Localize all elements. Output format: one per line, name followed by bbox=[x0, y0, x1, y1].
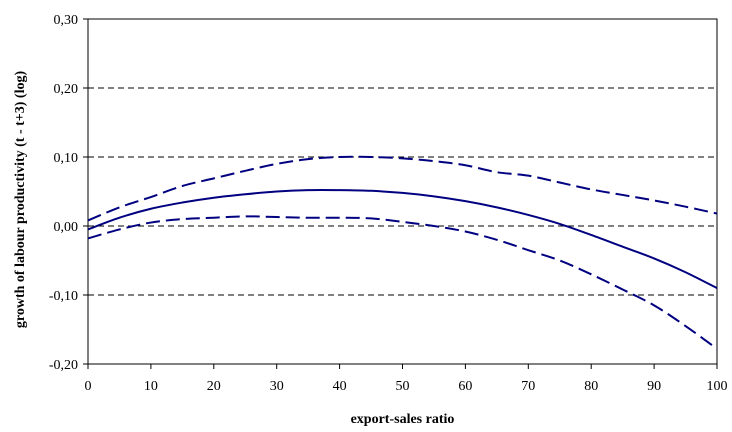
x-tick-label: 10 bbox=[144, 379, 158, 394]
y-tick-labels: -0,20 -0,10 0,00 0,10 0,20 0,30 bbox=[49, 13, 78, 373]
plot-area-frame bbox=[87, 18, 718, 365]
grid-lines bbox=[88, 18, 717, 296]
y-tick-label: 0,20 bbox=[54, 82, 79, 97]
x-tick-label: 70 bbox=[521, 379, 535, 394]
estimate-line bbox=[87, 188, 718, 289]
confidence-band-line-1 bbox=[87, 155, 718, 222]
x-tick-label: 30 bbox=[270, 379, 284, 394]
y-tick-label: -0,20 bbox=[49, 358, 78, 373]
series-lines bbox=[87, 155, 718, 350]
x-tick-label: 90 bbox=[647, 379, 661, 394]
y-tick-label: 0,00 bbox=[54, 220, 79, 235]
x-tick-label: 50 bbox=[396, 379, 410, 394]
y-axis-title: growth of labour productivity (t - t+3) … bbox=[13, 71, 28, 329]
confidence-band-line-2 bbox=[87, 215, 718, 350]
x-tick-label: 40 bbox=[333, 379, 347, 394]
x-tick-label: 80 bbox=[584, 379, 598, 394]
y-tick-label: 0,30 bbox=[54, 13, 79, 28]
y-tick-label: -0,10 bbox=[49, 289, 78, 304]
x-tick-label: 60 bbox=[458, 379, 472, 394]
x-tick-label: 100 bbox=[707, 379, 728, 394]
x-tick-label: 20 bbox=[207, 379, 221, 394]
x-tick-labels: 0 10 20 30 40 50 60 70 80 90 100 bbox=[85, 379, 728, 394]
x-axis-title: export-sales ratio bbox=[351, 412, 455, 427]
x-tick-label: 0 bbox=[85, 379, 92, 394]
y-tick-label: 0,10 bbox=[54, 151, 79, 166]
axis-ticks bbox=[83, 18, 718, 369]
